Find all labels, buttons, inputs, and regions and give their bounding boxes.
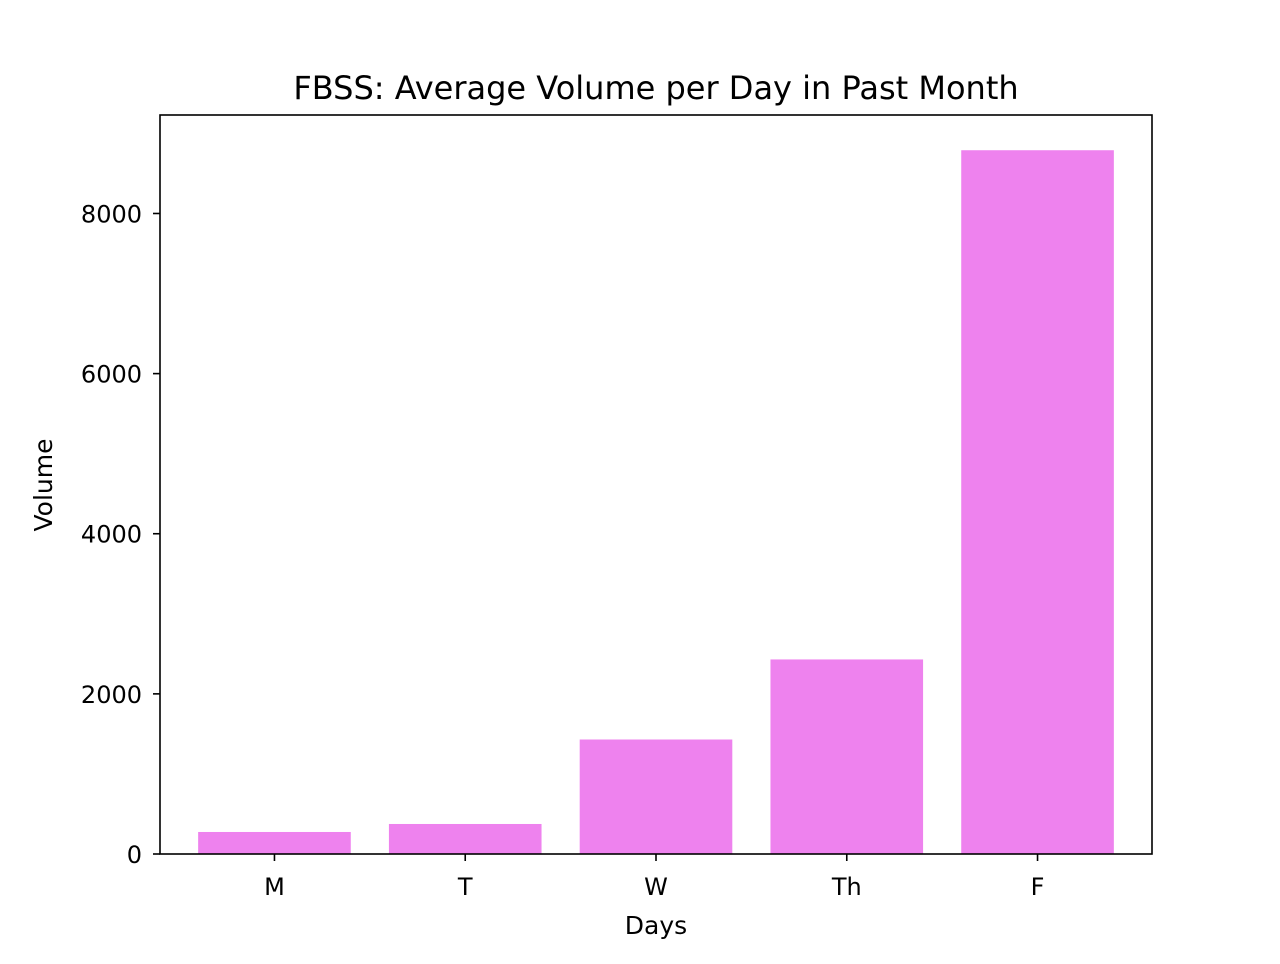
x-tick-label: T: [457, 873, 473, 901]
y-tick-label: 4000: [81, 521, 142, 549]
bars-layer: [198, 150, 1114, 855]
y-axis-ticks: 0 2000 4000 6000 8000: [81, 200, 160, 869]
chart-title: FBSS: Average Volume per Day in Past Mon…: [293, 69, 1018, 107]
y-tick-label: 6000: [81, 361, 142, 389]
bar-m: [198, 831, 351, 854]
bar-f: [961, 150, 1114, 855]
y-tick-label: 0: [127, 841, 142, 869]
x-tick-label: F: [1031, 873, 1045, 901]
x-axis-ticks: M T W Th F: [264, 854, 1044, 901]
bar-th: [770, 659, 924, 854]
x-tick-label: Th: [831, 873, 862, 901]
bar-t: [388, 823, 542, 854]
bar-w: [579, 739, 733, 854]
y-tick-label: 8000: [81, 200, 142, 228]
x-tick-label: M: [264, 873, 285, 901]
x-axis-label: Days: [625, 911, 687, 940]
y-axis-label: Volume: [29, 439, 58, 532]
x-tick-label: W: [644, 873, 668, 901]
y-tick-label: 2000: [81, 681, 142, 709]
